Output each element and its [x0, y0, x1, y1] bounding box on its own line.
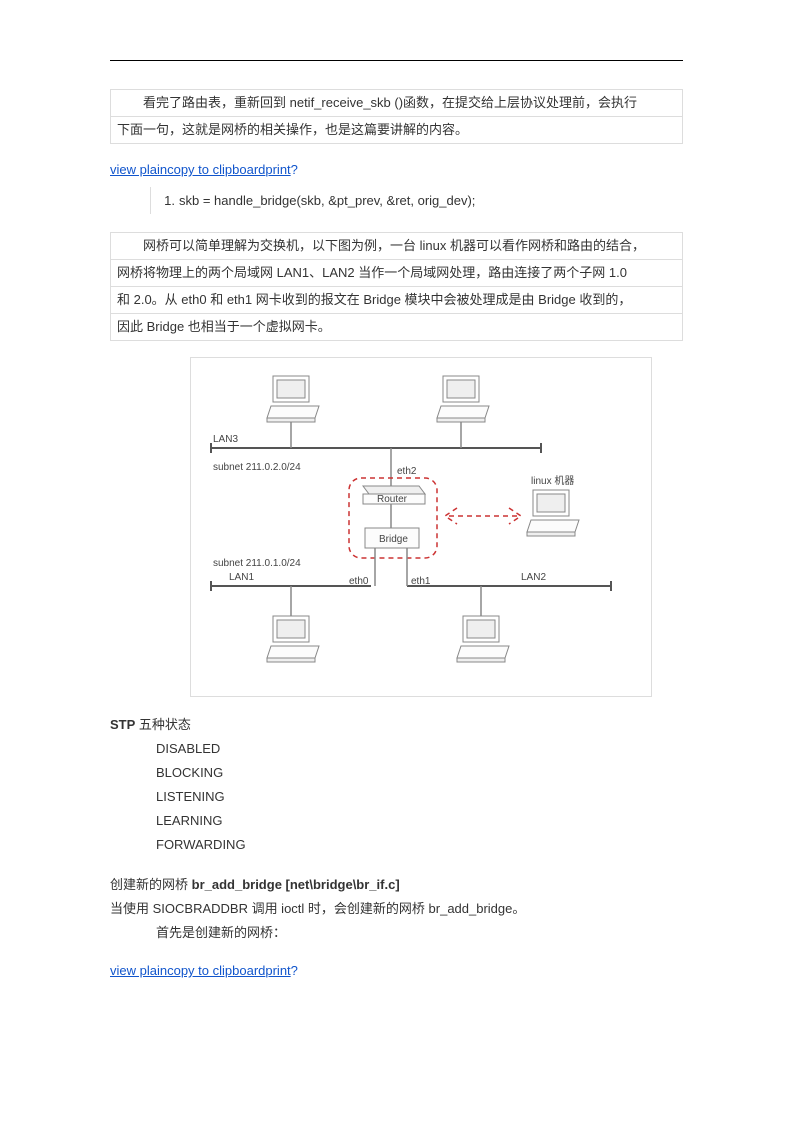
top-horizontal-rule: [110, 60, 683, 61]
eth2-label: eth2: [397, 466, 417, 477]
pc-bottom-left-icon: [267, 586, 319, 662]
stp-state: BLOCKING: [156, 761, 683, 785]
question-mark: ?: [291, 162, 298, 177]
pc-bottom-right-icon: [457, 586, 509, 662]
stp-state: FORWARDING: [156, 833, 683, 857]
stp-state: LEARNING: [156, 809, 683, 833]
dashed-double-arrow-icon: [445, 508, 521, 524]
lan1-label: LAN1: [229, 572, 254, 583]
stp-section: STP 五种状态 DISABLED BLOCKING LISTENING LEA…: [110, 713, 683, 857]
diagram-svg: LAN3 subnet 211.0.2.0/24 eth2: [191, 358, 651, 696]
pc-linux-icon: [527, 490, 579, 536]
stp-state: DISABLED: [156, 737, 683, 761]
intro-paragraph-1: 看完了路由表，重新回到 netif_receive_skb ()函数，在提交给上…: [110, 89, 683, 144]
page: 看完了路由表，重新回到 netif_receive_skb ()函数，在提交给上…: [0, 0, 793, 1122]
text: 创建新的网桥: [110, 877, 192, 892]
code-line: 1. skb = handle_bridge(skb, &pt_prev, &re…: [161, 193, 683, 208]
create-bridge-heading: 创建新的网桥 br_add_bridge [net\bridge\br_if.c…: [110, 873, 683, 897]
copy-clipboard-link[interactable]: copy to clipboard: [167, 162, 265, 177]
bridge-icon: Bridge: [365, 528, 419, 548]
subnet-top-label: subnet 211.0.2.0/24: [213, 462, 301, 473]
code-toolbar-links: view plaincopy to clipboardprint?: [110, 162, 683, 177]
print-link[interactable]: print: [265, 162, 290, 177]
view-plain-link[interactable]: view plain: [110, 162, 167, 177]
create-bridge-text: 当使用 SIOCBRADDBR 调用 ioctl 时，会创建新的网桥 br_ad…: [110, 897, 683, 921]
lan2-label: LAN2: [521, 572, 546, 583]
create-bridge-sub: 首先是创建新的网桥：: [156, 921, 683, 945]
text-line: 网桥将物理上的两个局域网 LAN1、LAN2 当作一个局域网处理，路由连接了两个…: [110, 259, 683, 286]
eth0-label: eth0: [349, 576, 369, 587]
text-line: 看完了路由表，重新回到 netif_receive_skb ()函数，在提交给上…: [110, 89, 683, 116]
function-name: br_add_bridge [net\bridge\br_if.c]: [192, 877, 400, 892]
stp-title-rest: 五种状态: [135, 717, 191, 732]
network-diagram: LAN3 subnet 211.0.2.0/24 eth2: [190, 357, 652, 697]
router-label: Router: [377, 494, 408, 505]
text-line: 网桥可以简单理解为交换机，以下图为例，一台 linux 机器可以看作网桥和路由的…: [110, 232, 683, 259]
question-mark: ?: [291, 963, 298, 978]
router-icon: Router: [363, 486, 425, 505]
bridge-label: Bridge: [379, 534, 408, 545]
text-line: 和 2.0。从 eth0 和 eth1 网卡收到的报文在 Bridge 模块中会…: [110, 286, 683, 313]
print-link[interactable]: print: [265, 963, 290, 978]
stp-title: STP 五种状态: [110, 713, 683, 737]
text-line: 下面一句，这就是网桥的相关操作，也是这篇要讲解的内容。: [110, 116, 683, 144]
eth1-label: eth1: [411, 576, 431, 587]
intro-paragraph-2: 网桥可以简单理解为交换机，以下图为例，一台 linux 机器可以看作网桥和路由的…: [110, 232, 683, 341]
subnet-mid-label: subnet 211.0.1.0/24: [213, 558, 301, 569]
code-text: skb = handle_bridge(skb, &pt_prev, &ret,…: [179, 193, 475, 208]
linux-label: linux 机器: [531, 474, 574, 487]
code-line-number: 1.: [161, 193, 175, 208]
code-block: 1. skb = handle_bridge(skb, &pt_prev, &re…: [150, 187, 683, 214]
pc-top-right-icon: [437, 376, 489, 448]
text-line: 因此 Bridge 也相当于一个虚拟网卡。: [110, 313, 683, 341]
pc-top-left-icon: [267, 376, 319, 448]
lan3-label: LAN3: [213, 434, 238, 445]
stp-title-bold: STP: [110, 717, 135, 732]
view-plain-link[interactable]: view plain: [110, 963, 167, 978]
copy-clipboard-link[interactable]: copy to clipboard: [167, 963, 265, 978]
code-toolbar-links: view plaincopy to clipboardprint?: [110, 963, 683, 978]
stp-state: LISTENING: [156, 785, 683, 809]
